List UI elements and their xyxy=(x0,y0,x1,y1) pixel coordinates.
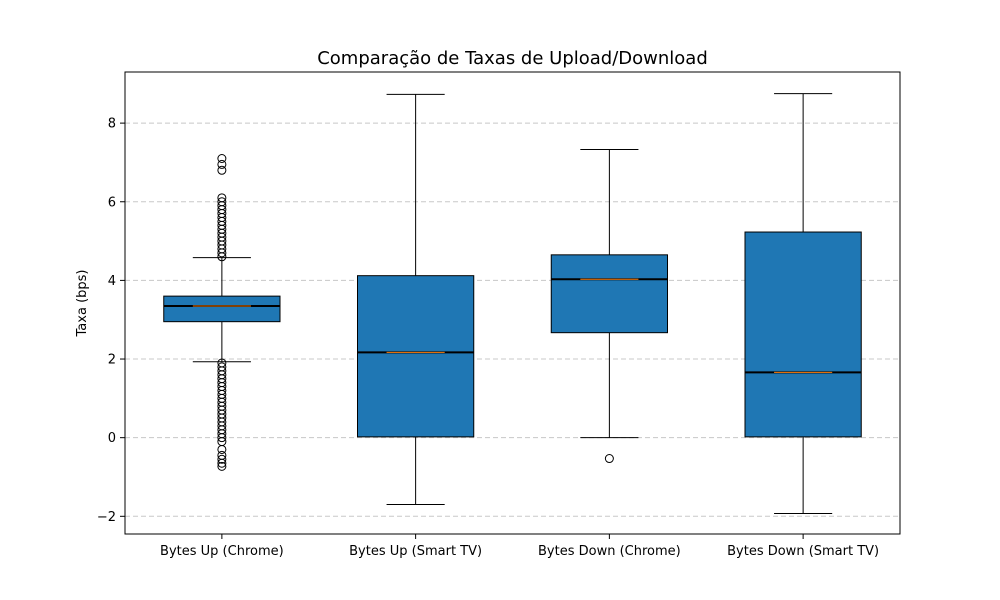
outlier-point xyxy=(217,154,227,164)
plot-frame xyxy=(124,71,901,535)
outlier-point xyxy=(217,433,227,443)
grid-lines xyxy=(125,122,900,517)
box-group xyxy=(744,93,862,515)
outlier-point xyxy=(217,461,227,471)
x-tick-label: Bytes Up (Chrome) xyxy=(160,544,284,559)
outlier-point xyxy=(217,458,227,468)
boxes xyxy=(163,93,862,515)
outlier-point xyxy=(217,248,227,258)
box-iqr xyxy=(550,254,668,334)
y-tick-label: 8 xyxy=(108,117,116,132)
chart-title: Comparação de Taxas de Upload/Download xyxy=(317,48,708,69)
outlier-point xyxy=(217,252,227,262)
y-tick-label: 0 xyxy=(108,431,116,446)
x-tick-label: Bytes Down (Chrome) xyxy=(538,544,681,559)
y-tick-label: −2 xyxy=(97,510,116,525)
x-ticks: Bytes Up (Chrome) Bytes Up (Smart TV) Byte… xyxy=(160,534,879,559)
x-tick-label: Bytes Up (Smart TV) xyxy=(349,544,482,559)
box-iqr xyxy=(163,295,281,323)
box-group xyxy=(163,154,281,471)
y-tick-label: 6 xyxy=(108,195,116,210)
outlier-point xyxy=(604,454,614,464)
y-ticks: −2 0 2 4 6 8 xyxy=(97,117,125,525)
y-axis-label: Taxa (bps) xyxy=(75,270,90,338)
box-group xyxy=(357,93,475,506)
outlier-point xyxy=(217,454,227,464)
outlier-point xyxy=(217,444,227,454)
y-tick-label: 2 xyxy=(108,353,116,368)
outlier-point xyxy=(217,159,227,169)
outlier-point xyxy=(217,165,227,175)
box-iqr xyxy=(357,275,475,438)
y-tick-label: 4 xyxy=(108,274,116,289)
box-group xyxy=(550,148,668,464)
box-iqr xyxy=(744,231,862,438)
x-tick-label: Bytes Down (Smart TV) xyxy=(727,544,879,559)
